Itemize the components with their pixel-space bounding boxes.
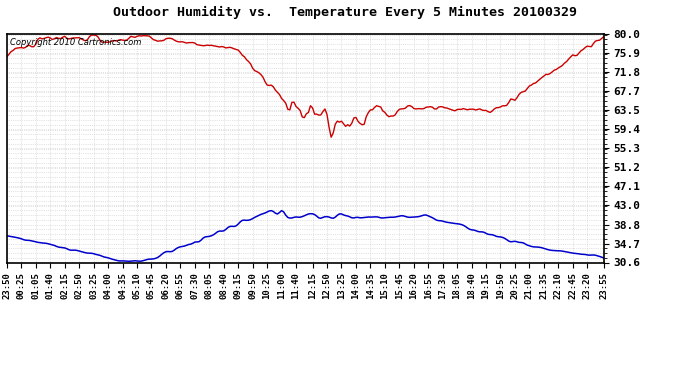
- Text: Copyright 2010 Cartronics.com: Copyright 2010 Cartronics.com: [10, 38, 141, 47]
- Text: Outdoor Humidity vs.  Temperature Every 5 Minutes 20100329: Outdoor Humidity vs. Temperature Every 5…: [113, 6, 577, 19]
